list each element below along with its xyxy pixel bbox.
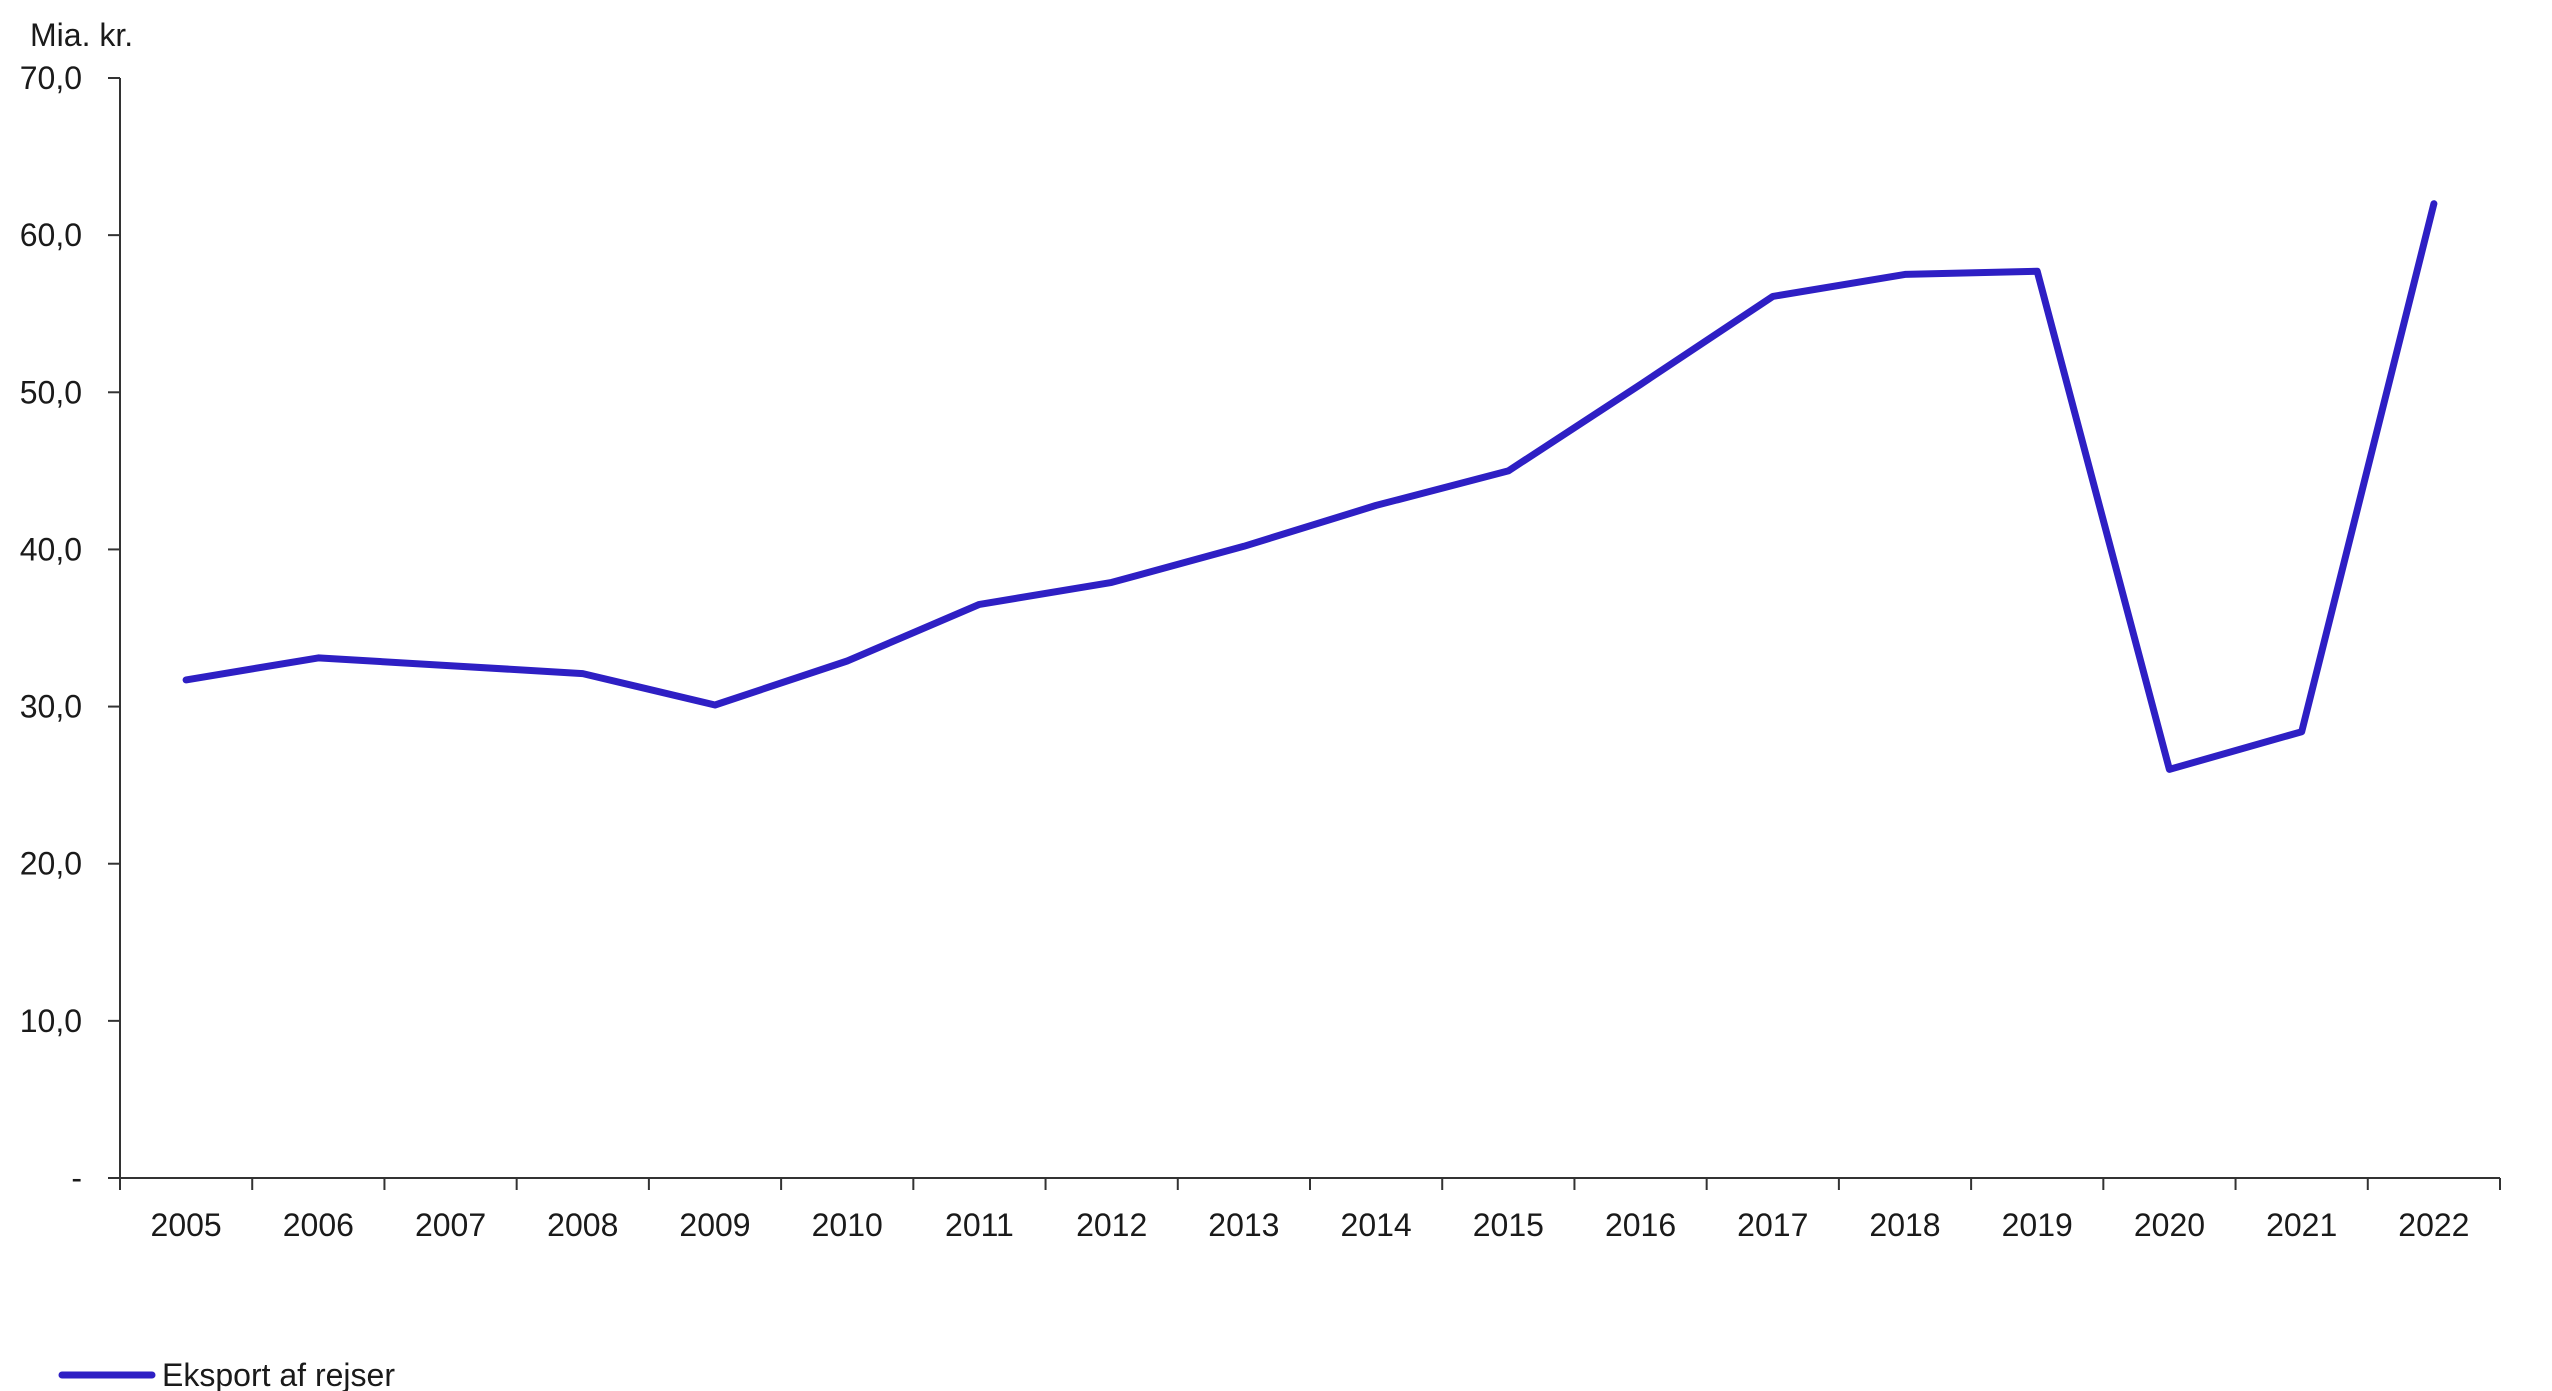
y-axis-unit-label: Mia. kr.: [30, 17, 133, 53]
y-tick-label: 60,0: [20, 217, 82, 253]
x-tick-label: 2021: [2266, 1207, 2337, 1243]
x-tick-label: 2015: [1473, 1207, 1544, 1243]
legend-label: Eksport af rejser: [162, 1357, 395, 1391]
series-lines: [182, 200, 2438, 773]
data-point: [1373, 502, 1380, 509]
data-point: [712, 702, 718, 708]
y-tick-label: 50,0: [20, 374, 82, 410]
data-point: [1769, 293, 1776, 300]
x-tick-label: 2007: [415, 1207, 486, 1243]
series-line: [182, 200, 2438, 773]
data-point: [2034, 268, 2041, 275]
y-tick-label: 40,0: [20, 531, 82, 567]
x-tick-label: 2013: [1208, 1207, 1279, 1243]
x-tick-label: 2022: [2398, 1207, 2469, 1243]
data-point: [2166, 766, 2173, 773]
y-tick-label: -: [71, 1160, 82, 1196]
y-tick-label: 10,0: [20, 1003, 82, 1039]
data-point: [183, 676, 190, 683]
x-tick-label: 2012: [1076, 1207, 1147, 1243]
y-tick-label: 30,0: [20, 689, 82, 725]
data-point: [315, 654, 322, 661]
data-point: [1108, 579, 1115, 586]
x-tick-label: 2006: [283, 1207, 354, 1243]
x-tick-label: 2009: [679, 1207, 750, 1243]
data-point: [976, 601, 983, 608]
x-tick-label: 2011: [945, 1207, 1014, 1243]
data-point: [1505, 467, 1512, 474]
y-tick-label: 70,0: [20, 60, 82, 96]
data-point: [1637, 381, 1644, 388]
y-axis: - 10,0 20,0 30,0 40,0 50,0 60,0 70,0: [20, 60, 121, 1196]
x-tick-label: 2008: [547, 1207, 618, 1243]
x-tick-label: 2019: [2002, 1207, 2073, 1243]
x-tick-label: 2010: [812, 1207, 883, 1243]
x-tick-label: 2017: [1737, 1207, 1808, 1243]
data-point: [1902, 271, 1908, 278]
data-point: [2298, 728, 2305, 735]
data-point: [2430, 200, 2437, 207]
x-tick-label: 2014: [1341, 1207, 1412, 1243]
data-point: [844, 658, 851, 664]
x-axis: 2005 2006 2007 2008 2009 2010 2011 2012 2013 2014…: [119, 1177, 2501, 1243]
data-point: [447, 662, 454, 669]
data-point: [1240, 543, 1247, 550]
legend: Eksport af rejser: [58, 1357, 395, 1391]
x-tick-label: 2018: [1869, 1207, 1940, 1243]
y-tick-label: 20,0: [20, 846, 82, 882]
data-point: [579, 670, 586, 677]
x-tick-label: 2016: [1605, 1207, 1676, 1243]
x-tick-label: 2020: [2134, 1207, 2205, 1243]
x-tick-label: 2005: [151, 1207, 222, 1243]
